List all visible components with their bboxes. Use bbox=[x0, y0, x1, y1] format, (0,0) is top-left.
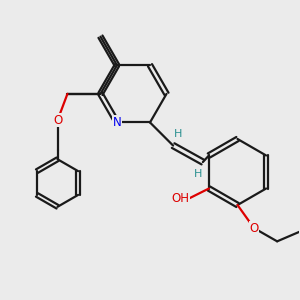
Text: O: O bbox=[249, 222, 259, 235]
Text: N: N bbox=[112, 116, 122, 129]
Text: H: H bbox=[194, 169, 202, 178]
Text: OH: OH bbox=[171, 192, 189, 205]
Text: H: H bbox=[174, 129, 182, 139]
Text: O: O bbox=[53, 114, 62, 127]
